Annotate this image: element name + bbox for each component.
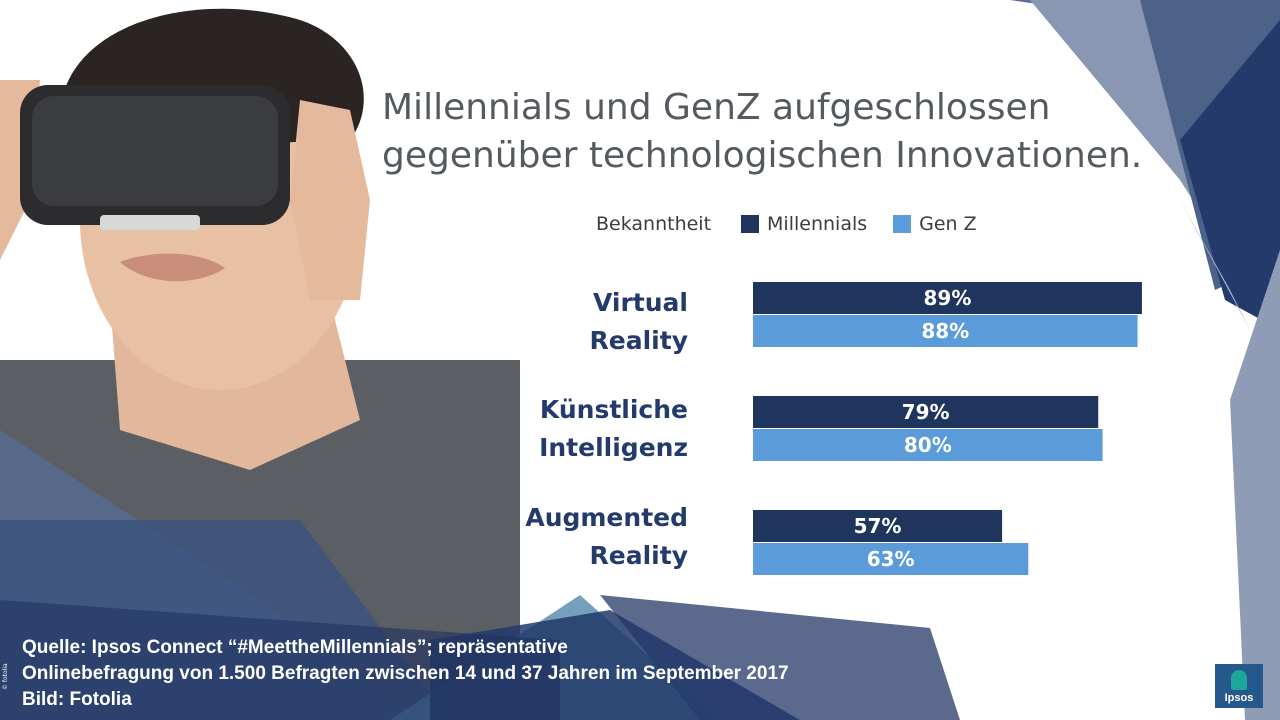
category-label-line: Reality [589, 541, 688, 570]
photo-mouth [120, 253, 225, 282]
data-label-genz-2: 63% [867, 547, 915, 571]
category-label-line: Künstliche [539, 395, 688, 424]
vr-headset-strap [100, 215, 200, 230]
data-label-genz-0: 88% [921, 319, 969, 343]
category-label-line: Intelligenz [539, 433, 688, 462]
chart-title-line1: Millennials und GenZ aufgeschlossen [382, 87, 1051, 128]
source-line3: Bild: Fotolia [22, 689, 132, 710]
ipsos-logo: Ipsos [1215, 664, 1263, 708]
legend-heading: Bekanntheit [596, 213, 712, 235]
bar-millennials-1 [753, 396, 1099, 428]
deco-shape [0, 600, 560, 720]
logo-text: Ipsos [1224, 692, 1254, 704]
photo-credit: © fotolia [2, 663, 9, 690]
bar-genz-1 [753, 429, 1103, 461]
legend-item-millennials: Millennials [741, 213, 867, 235]
bar-millennials-0 [753, 282, 1142, 314]
data-label-genz-1: 80% [904, 433, 952, 457]
legend-item-genz: Gen Z [893, 213, 977, 235]
category-label-line: Augmented [525, 503, 688, 532]
category-label-augmented-reality: Augmented Reality [470, 499, 688, 575]
legend-swatch-genz [893, 215, 912, 233]
category-label-line: Reality [589, 326, 688, 355]
data-label-millennials-0: 89% [924, 286, 972, 310]
bar-genz-2 [753, 543, 1029, 575]
source-line1: Quelle: Ipsos Connect “#MeettheMillennia… [22, 637, 568, 658]
legend-swatch-millennials [741, 215, 760, 233]
deco-shape [1180, 20, 1280, 330]
category-label-kuenstliche-intelligenz: Künstliche Intelligenz [470, 391, 688, 467]
logo-mark-icon [1231, 670, 1247, 690]
bar-genz-0 [753, 315, 1138, 347]
legend-label-genz: Gen Z [919, 213, 977, 235]
bar-millennials-2 [753, 510, 1003, 542]
photo-hand-right [290, 100, 370, 300]
deco-shape [1180, 200, 1250, 330]
deco-shape [1230, 250, 1280, 720]
data-label-millennials-1: 79% [902, 400, 950, 424]
legend-label-millennials: Millennials [767, 213, 868, 235]
source-line2: Onlinebefragung von 1.500 Befragten zwis… [22, 663, 789, 684]
data-label-millennials-2: 57% [854, 514, 902, 538]
vr-headset-front [32, 96, 278, 206]
source-note: Quelle: Ipsos Connect “#MeettheMillennia… [22, 635, 789, 713]
chart-title-line2: gegenüber technologischen Innovationen. [382, 135, 1143, 176]
category-label-line: Virtual [593, 288, 688, 317]
category-label-virtual-reality: Virtual Reality [470, 284, 688, 360]
legend: Bekanntheit Millennials Gen Z [596, 210, 1003, 238]
chart-title: Millennials und GenZ aufgeschlossen gege… [382, 84, 1142, 180]
